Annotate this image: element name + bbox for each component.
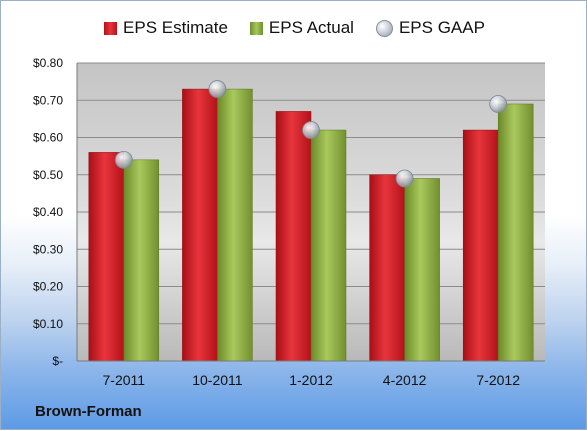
legend-item-estimate: EPS Estimate (104, 18, 228, 38)
bar-eps-actual (123, 159, 160, 362)
bar-eps-estimate (462, 129, 499, 362)
y-tick-label: $0.80 (33, 56, 63, 70)
marker-eps-gaap (208, 80, 227, 98)
marker-eps-gaap (114, 150, 133, 169)
x-tick-label: 4-2012 (383, 372, 427, 388)
y-tick-label: $0.30 (33, 242, 63, 256)
bar-eps-actual (310, 129, 347, 362)
bar-eps-estimate (369, 174, 405, 362)
legend: EPS Estimate EPS Actual EPS GAAP (1, 18, 587, 38)
x-tick-label: 1-2012 (289, 372, 333, 388)
legend-item-actual: EPS Actual (249, 18, 354, 38)
legend-label-gaap: EPS GAAP (398, 18, 485, 37)
legend-swatch-gaap (375, 19, 393, 37)
legend-label-estimate: EPS Estimate (123, 18, 228, 37)
x-tick-label: 7-2012 (476, 372, 520, 388)
y-tick-label: $0.40 (33, 205, 63, 219)
marker-eps-gaap (489, 95, 508, 113)
legend-label-actual: EPS Actual (268, 18, 354, 37)
x-tick-label: 7-2011 (103, 372, 146, 388)
bar-eps-estimate (182, 88, 218, 362)
x-tick-label: 10-2011 (192, 372, 243, 388)
y-tick-label: $0.70 (33, 93, 63, 107)
legend-swatch-actual (249, 21, 263, 35)
y-tick-label: $0.20 (33, 280, 63, 294)
y-tick-label: $0.10 (33, 317, 63, 331)
y-tick-label: $0.60 (33, 131, 63, 145)
marker-eps-gaap (302, 121, 320, 139)
y-tick-label: $- (52, 354, 63, 368)
bar-eps-estimate (275, 111, 312, 362)
bar-eps-actual (404, 178, 440, 362)
marker-eps-gaap (395, 169, 414, 188)
company-label: Brown-Forman (35, 403, 142, 420)
legend-swatch-estimate (104, 21, 118, 35)
bar-eps-actual (217, 88, 253, 362)
y-tick-label: $0.50 (33, 168, 63, 182)
legend-item-gaap: EPS GAAP (375, 18, 485, 38)
bar-eps-estimate (88, 152, 125, 362)
bar-eps-actual (497, 103, 534, 362)
